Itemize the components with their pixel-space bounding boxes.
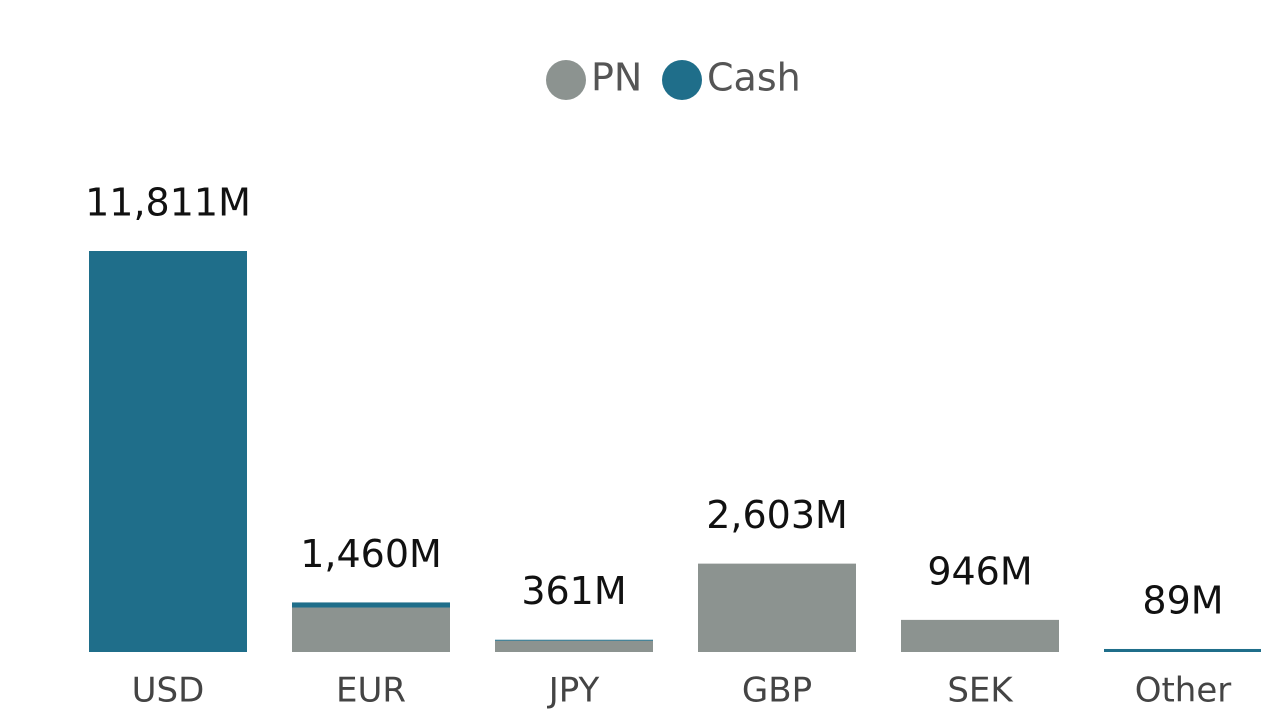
total-label: 89M <box>1142 578 1223 622</box>
legend-swatch <box>662 60 702 100</box>
total-label: 11,811M <box>85 181 251 225</box>
legend-label: PN <box>591 56 642 100</box>
x-tick-label: EUR <box>336 671 406 711</box>
bar-segment <box>89 251 247 652</box>
legend-swatch <box>546 60 586 100</box>
total-label: 2,603M <box>706 493 848 537</box>
bar-segment <box>698 563 856 652</box>
bar-segment <box>292 607 450 652</box>
bar-segment <box>1104 648 1261 652</box>
x-tick-label: JPY <box>547 671 600 711</box>
total-label: 1,460M <box>300 532 442 576</box>
bar-segment <box>901 619 1059 652</box>
total-label: 361M <box>521 569 626 613</box>
x-tick-label: Other <box>1135 671 1232 711</box>
legend-label: Cash <box>707 56 801 100</box>
x-tick-label: USD <box>132 671 205 711</box>
x-tick-label: SEK <box>947 671 1014 711</box>
total-label: 946M <box>927 549 1032 593</box>
bar-segment <box>292 602 450 608</box>
bar-segment <box>495 640 653 652</box>
x-tick-label: GBP <box>742 671 812 711</box>
bar-segment <box>495 639 653 641</box>
